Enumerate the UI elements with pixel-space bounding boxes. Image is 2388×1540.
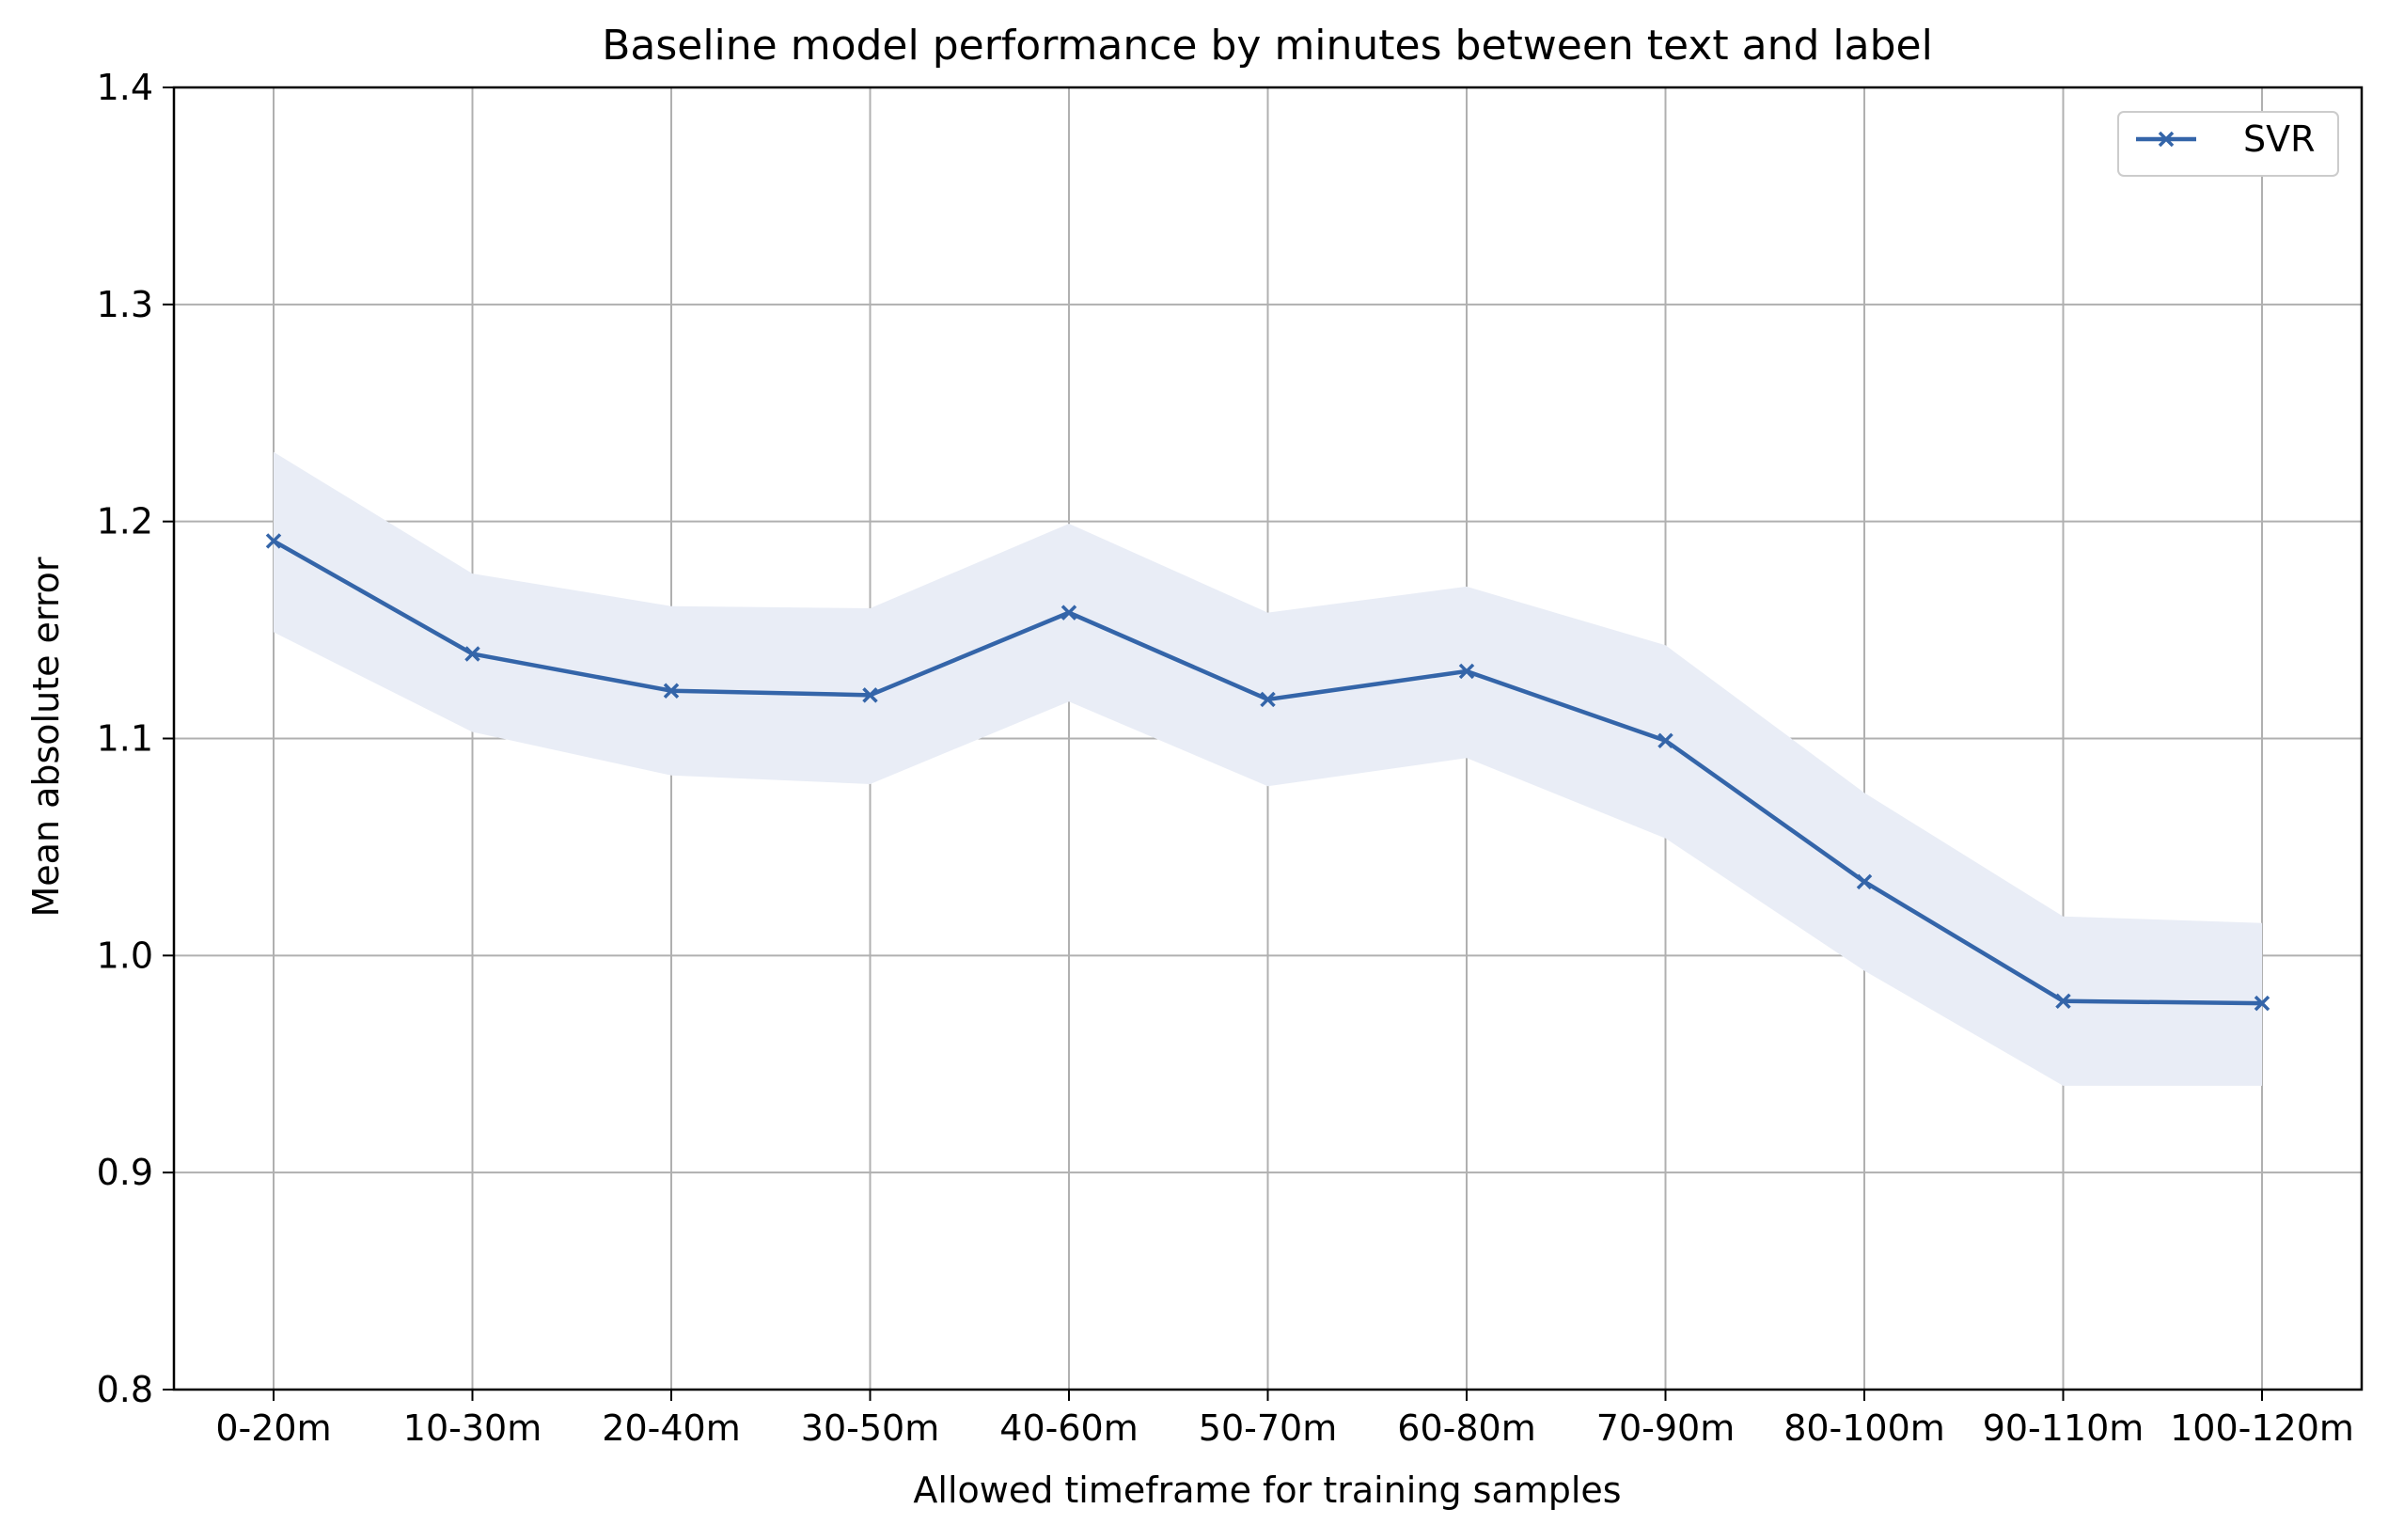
- x-tick-label: 70-90m: [1596, 1407, 1735, 1449]
- y-tick-label: 1.1: [97, 718, 153, 760]
- y-tick-label: 1.2: [97, 501, 153, 542]
- series-markers: [265, 533, 2270, 1012]
- data-point-marker: [2254, 995, 2270, 1012]
- x-tick-label: 40-60m: [999, 1407, 1138, 1449]
- x-tick-label: 90-110m: [1983, 1407, 2144, 1449]
- data-point-marker: [1657, 732, 1673, 749]
- x-tick-label: 0-20m: [215, 1407, 331, 1449]
- y-tick-label: 0.9: [97, 1152, 153, 1193]
- x-axis-label: Allowed timeframe for training samples: [913, 1469, 1621, 1511]
- data-point-marker: [1260, 691, 1276, 708]
- data-point-marker: [862, 687, 878, 703]
- legend-box: [2117, 111, 2339, 177]
- y-tick-label: 1.3: [97, 284, 153, 325]
- x-tick-label: 100-120m: [2170, 1407, 2354, 1449]
- data-point-marker: [1060, 605, 1077, 621]
- data-point-marker: [2055, 993, 2071, 1010]
- x-tick-label: 50-70m: [1199, 1407, 1337, 1449]
- y-tick-label: 0.8: [97, 1369, 153, 1410]
- data-point-marker: [663, 683, 680, 699]
- x-tick-label: 10-30m: [403, 1407, 542, 1449]
- legend: SVR: [2117, 111, 2339, 177]
- confidence-band: [274, 451, 2262, 1086]
- data-point-marker: [464, 646, 480, 662]
- data-point-marker: [1458, 663, 1475, 680]
- x-tick-label: 80-100m: [1783, 1407, 1945, 1449]
- y-tick-label: 1.4: [97, 67, 153, 108]
- chart-title: Baseline model performance by minutes be…: [602, 22, 1933, 70]
- x-tick-label: 60-80m: [1397, 1407, 1535, 1449]
- y-tick-label: 1.0: [97, 935, 153, 976]
- data-point-marker: [1856, 873, 1873, 890]
- confidence-bands: [274, 451, 2262, 1086]
- y-axis-label: Mean absolute error: [25, 557, 67, 917]
- data-point-marker: [265, 533, 282, 549]
- legend-label: SVR: [2243, 118, 2316, 160]
- axis-ticks: 0-20m 10-30m 20-40m 30-50m 40-60m 50-70m 60-80…: [97, 67, 2354, 1449]
- legend-marker-swatch: [2158, 131, 2175, 148]
- x-tick-label: 30-50m: [801, 1407, 939, 1449]
- x-tick-label: 20-40m: [602, 1407, 740, 1449]
